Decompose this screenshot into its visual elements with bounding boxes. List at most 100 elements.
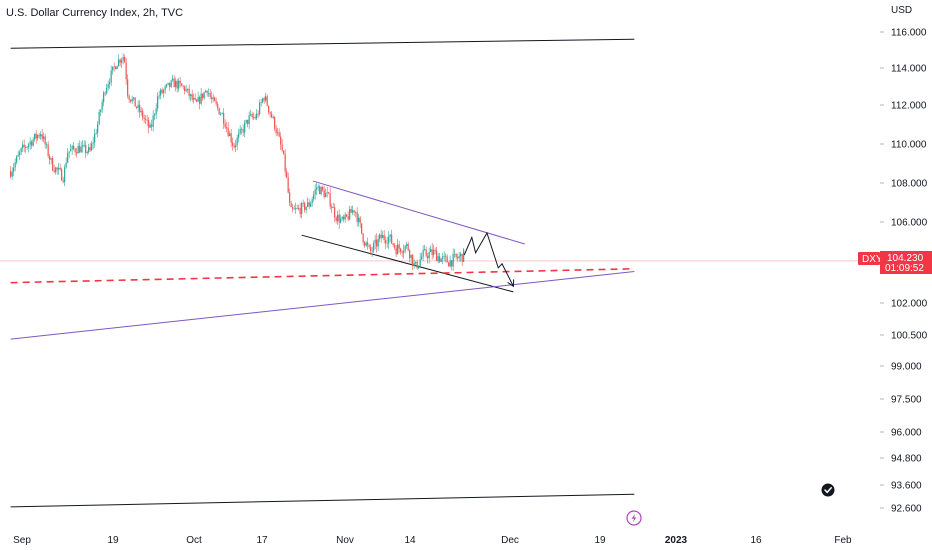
candle-body [368, 245, 370, 248]
candle-body [352, 210, 354, 213]
candle-body [266, 96, 268, 106]
candle-body [304, 202, 306, 211]
candle-body [305, 206, 307, 211]
price-tick-label: 93.600 [891, 481, 922, 492]
candle-body [322, 186, 324, 191]
candle-body [71, 145, 73, 150]
candle-body [89, 147, 91, 151]
candle-body [292, 207, 294, 209]
candle-body [35, 133, 37, 139]
candle-body [151, 124, 153, 127]
candle-body [26, 146, 28, 148]
candle-body [217, 103, 219, 108]
candle-body [128, 95, 130, 100]
candle-body [454, 253, 456, 255]
candle-body [433, 250, 435, 256]
lightning-icon[interactable] [626, 510, 642, 526]
candle-body [79, 145, 81, 153]
time-tick-label: 14 [404, 535, 416, 546]
candle-body [385, 239, 387, 244]
candle-body [139, 104, 141, 113]
candle-body [77, 145, 79, 154]
candle-body [113, 66, 115, 68]
candle-body [58, 167, 60, 170]
price-tag[interactable]: DXY 104.230 01:09:52 [858, 251, 932, 274]
candle-body [100, 110, 102, 113]
candle-body [442, 256, 444, 259]
candle-body [203, 92, 205, 99]
candle-body [358, 217, 360, 222]
candle-body [145, 118, 147, 120]
candle-body [413, 263, 415, 267]
candle-body [97, 124, 99, 133]
candle-body [422, 249, 424, 257]
candle-body [272, 117, 274, 118]
candle-body [166, 84, 168, 87]
candle-body [160, 89, 162, 96]
candle-body [326, 192, 328, 194]
candle-body [220, 114, 222, 115]
candle-body [17, 154, 19, 157]
candle-body [164, 86, 166, 91]
candle-body [212, 97, 214, 100]
candle-body [13, 167, 15, 172]
time-tick-label: 17 [256, 535, 268, 546]
candle-body [53, 170, 55, 172]
candle-body [157, 96, 159, 109]
candle-body [419, 259, 421, 266]
candle-body [80, 146, 82, 153]
candle-body [449, 260, 451, 267]
candle-body [296, 207, 298, 209]
candle-body [10, 171, 12, 177]
candle-body [92, 142, 94, 144]
candle-body [250, 114, 252, 116]
candle-body [23, 144, 25, 148]
candle-body [328, 192, 330, 194]
candle-body [400, 248, 402, 252]
candle-body [379, 234, 381, 239]
candle-body [64, 167, 66, 183]
candle-body [274, 117, 276, 129]
candle-body [308, 202, 310, 207]
candle-body [371, 250, 373, 252]
candle-body [143, 117, 145, 119]
candle-body [439, 256, 441, 262]
candle-body [403, 250, 405, 253]
candle-body [184, 86, 186, 92]
candle-body [37, 135, 39, 139]
candle-body [290, 202, 292, 208]
candle-body [70, 149, 72, 152]
candle-body [458, 256, 460, 259]
candle-body [311, 199, 313, 204]
candle-body [178, 80, 180, 89]
candle-body [169, 82, 171, 87]
candle-body [40, 134, 42, 137]
check-circle-icon[interactable] [821, 483, 835, 497]
candle-body [55, 167, 57, 172]
candle-body [451, 260, 453, 267]
candle-body [395, 247, 397, 255]
candle-body [412, 254, 414, 267]
candle-body [11, 171, 13, 177]
time-tick-label: Sep [13, 535, 31, 546]
dashed-level-line [10, 267, 635, 284]
candlestick-series [10, 53, 465, 271]
candle-body [247, 119, 249, 124]
candle-body [344, 214, 346, 220]
candle-body [191, 94, 193, 100]
candle-body [283, 150, 285, 155]
candle-body [137, 104, 139, 108]
candle-body [347, 216, 349, 220]
candle-body [214, 97, 216, 102]
candle-body [334, 207, 336, 218]
candle-body [19, 152, 21, 155]
price-tick-label: 106.000 [891, 218, 928, 229]
price-tick-label: 96.000 [891, 428, 922, 439]
candle-body [382, 235, 384, 239]
candle-body [91, 143, 93, 151]
candle-body [125, 62, 127, 80]
candle-body [376, 239, 378, 247]
candle-body [394, 245, 396, 248]
candle-body [227, 127, 229, 137]
